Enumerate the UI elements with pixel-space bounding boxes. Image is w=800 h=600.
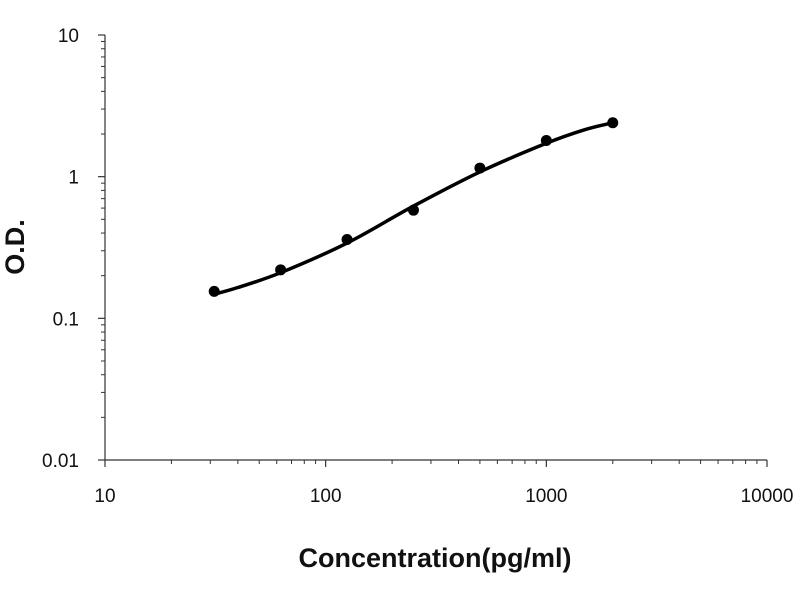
y-tick-label: 10: [58, 26, 79, 47]
y-tick-label: 1: [68, 168, 79, 189]
y-tick-label: 0.01: [42, 451, 79, 472]
data-points: [208, 117, 619, 297]
axes: [104, 35, 767, 461]
x-tick-label: 100: [310, 486, 342, 507]
x-axis-title: Concentration(pg/ml): [299, 543, 572, 573]
data-point: [607, 117, 619, 129]
x-axis-ticks: 10 100 1000 10000: [94, 460, 793, 507]
y-axis-title: O.D.: [0, 219, 30, 275]
data-point: [341, 234, 353, 246]
x-tick-label: 1000: [525, 486, 567, 507]
data-point: [540, 135, 552, 147]
x-tick-label: 10000: [741, 486, 794, 507]
data-point: [407, 204, 419, 216]
y-tick-label: 0.1: [53, 309, 79, 330]
data-point: [275, 264, 287, 276]
data-point: [208, 285, 220, 297]
data-point: [474, 162, 486, 174]
y-axis-ticks: 0.01 0.1 1 10: [42, 26, 105, 472]
x-tick-label: 10: [94, 486, 115, 507]
